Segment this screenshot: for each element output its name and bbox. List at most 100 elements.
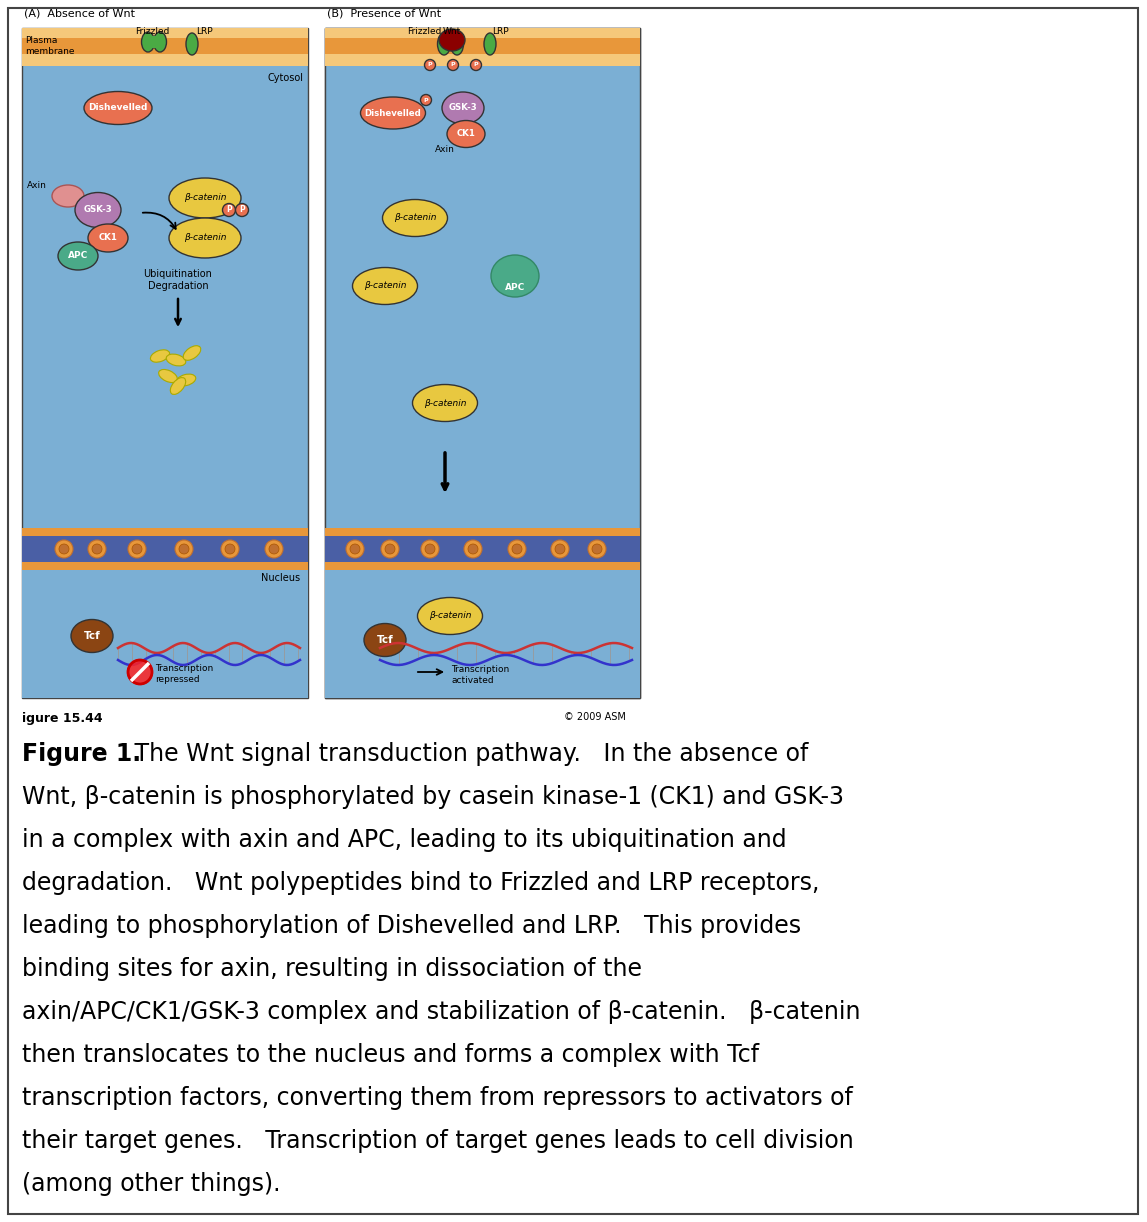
Ellipse shape	[350, 544, 360, 554]
Text: Axin: Axin	[28, 182, 47, 191]
Ellipse shape	[491, 255, 539, 297]
Ellipse shape	[179, 544, 189, 554]
Text: Frizzled: Frizzled	[135, 28, 170, 37]
Ellipse shape	[92, 544, 102, 554]
Text: β-catenin: β-catenin	[184, 233, 226, 242]
Bar	[22, 536, 309, 562]
Ellipse shape	[470, 60, 482, 71]
Ellipse shape	[360, 97, 426, 130]
Text: LRP: LRP	[196, 28, 212, 37]
Ellipse shape	[555, 544, 565, 554]
Ellipse shape	[592, 544, 602, 554]
Text: Axin: Axin	[435, 145, 455, 154]
Ellipse shape	[382, 199, 447, 237]
Text: Transcription
repressed: Transcription repressed	[155, 665, 213, 683]
Text: (A)  Absence of Wnt: (A) Absence of Wnt	[24, 9, 135, 20]
Text: Tcf: Tcf	[84, 631, 101, 642]
Ellipse shape	[132, 544, 142, 554]
Text: then translocates to the nucleus and forms a complex with Tcf: then translocates to the nucleus and for…	[22, 1044, 759, 1067]
Bar	[22, 569, 309, 698]
Bar	[151, 35, 156, 48]
Text: degradation.   Wnt polypeptides bind to Frizzled and LRP receptors,: degradation. Wnt polypeptides bind to Fr…	[22, 871, 819, 895]
Ellipse shape	[221, 540, 239, 558]
Ellipse shape	[169, 218, 241, 258]
Ellipse shape	[468, 544, 478, 554]
Text: β-catenin: β-catenin	[423, 398, 466, 407]
Text: Dishevelled: Dishevelled	[365, 109, 421, 117]
Ellipse shape	[439, 29, 465, 51]
Ellipse shape	[58, 544, 69, 554]
Bar	[325, 528, 640, 569]
Ellipse shape	[421, 94, 431, 105]
Bar	[157, 35, 162, 48]
Bar	[22, 28, 309, 698]
Text: CK1: CK1	[99, 233, 117, 242]
Ellipse shape	[235, 204, 249, 216]
Ellipse shape	[426, 544, 435, 554]
Ellipse shape	[484, 33, 496, 55]
Text: P: P	[451, 62, 455, 67]
Bar	[22, 28, 309, 66]
Ellipse shape	[52, 185, 84, 207]
Ellipse shape	[512, 544, 522, 554]
Text: APC: APC	[68, 252, 88, 260]
Text: GSK-3: GSK-3	[84, 205, 112, 215]
Ellipse shape	[223, 204, 235, 216]
Ellipse shape	[170, 378, 186, 395]
Text: © 2009 ASM: © 2009 ASM	[564, 712, 626, 722]
Ellipse shape	[465, 540, 482, 558]
Bar	[22, 528, 309, 569]
Ellipse shape	[71, 620, 114, 653]
Text: leading to phosphorylation of Dishevelled and LRP.   This provides: leading to phosphorylation of Dishevelle…	[22, 914, 801, 938]
Ellipse shape	[75, 193, 120, 227]
Text: LRP: LRP	[492, 28, 508, 37]
Text: binding sites for axin, resulting in dissociation of the: binding sites for axin, resulting in dis…	[22, 957, 642, 981]
Ellipse shape	[150, 349, 170, 362]
Ellipse shape	[352, 268, 418, 304]
Text: P: P	[239, 205, 244, 215]
Bar	[325, 536, 640, 562]
Text: β-catenin: β-catenin	[184, 193, 226, 203]
Text: β-catenin: β-catenin	[429, 611, 471, 621]
Text: transcription factors, converting them from repressors to activators of: transcription factors, converting them f…	[22, 1086, 853, 1110]
Text: axin/APC/CK1/GSK-3 complex and stabilization of β-catenin.   β-catenin: axin/APC/CK1/GSK-3 complex and stabiliza…	[22, 1000, 860, 1024]
Ellipse shape	[588, 540, 606, 558]
Text: P: P	[428, 62, 432, 67]
Bar	[447, 35, 452, 48]
Bar	[325, 38, 640, 54]
Ellipse shape	[166, 354, 186, 365]
Bar	[325, 28, 640, 698]
Text: Frizzled: Frizzled	[407, 28, 440, 37]
Text: Figure 1.: Figure 1.	[22, 742, 141, 766]
Ellipse shape	[451, 33, 463, 55]
Bar	[453, 35, 458, 48]
Text: (among other things).: (among other things).	[22, 1172, 281, 1196]
Text: GSK-3: GSK-3	[448, 104, 477, 112]
Ellipse shape	[225, 544, 235, 554]
Ellipse shape	[265, 540, 283, 558]
Bar	[22, 38, 309, 54]
Ellipse shape	[154, 32, 166, 53]
Text: Tcf: Tcf	[376, 635, 393, 645]
Ellipse shape	[55, 540, 73, 558]
Ellipse shape	[169, 178, 241, 218]
Ellipse shape	[177, 374, 196, 386]
Text: Dishevelled: Dishevelled	[88, 104, 148, 112]
Ellipse shape	[88, 224, 128, 252]
Bar	[325, 28, 640, 66]
Ellipse shape	[175, 540, 193, 558]
Text: Wnt: Wnt	[443, 28, 461, 37]
Ellipse shape	[447, 60, 459, 71]
Ellipse shape	[508, 540, 526, 558]
Text: Ubiquitination
Degradation: Ubiquitination Degradation	[143, 269, 212, 291]
Ellipse shape	[270, 544, 279, 554]
Ellipse shape	[58, 242, 97, 270]
Ellipse shape	[186, 33, 198, 55]
Ellipse shape	[385, 544, 395, 554]
Text: The Wnt signal transduction pathway.   In the absence of: The Wnt signal transduction pathway. In …	[112, 742, 809, 766]
Text: in a complex with axin and APC, leading to its ubiquitination and: in a complex with axin and APC, leading …	[22, 829, 787, 852]
Ellipse shape	[88, 540, 106, 558]
Ellipse shape	[418, 598, 483, 634]
Text: Transcription
activated: Transcription activated	[451, 665, 509, 684]
Bar	[325, 28, 640, 698]
